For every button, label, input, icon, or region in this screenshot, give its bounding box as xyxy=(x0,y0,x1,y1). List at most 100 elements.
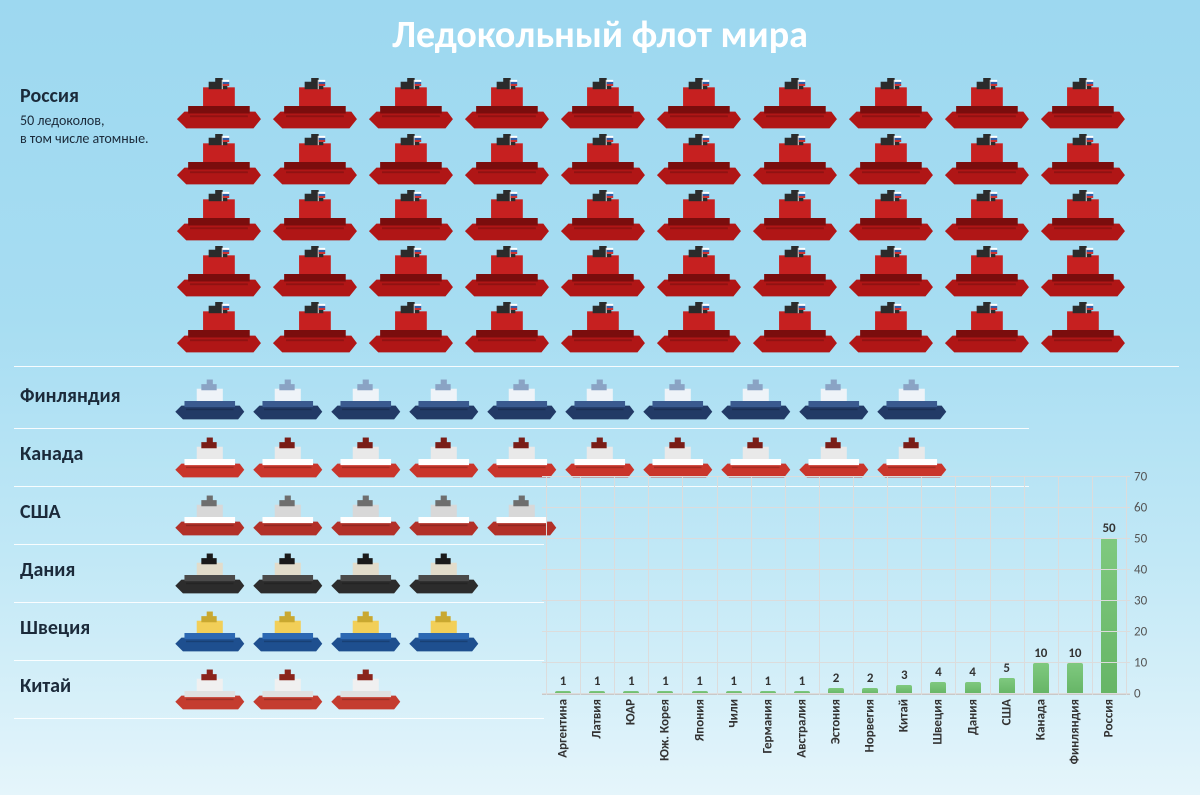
chart-y-tick: 70 xyxy=(1134,470,1162,485)
ship-icon xyxy=(638,378,716,424)
ship-icon xyxy=(326,668,404,714)
ship-icon xyxy=(842,302,938,358)
country-subtitle: 50 ледоколов,в том числе атомные. xyxy=(20,112,170,147)
ship-icon xyxy=(554,246,650,302)
chart-vline xyxy=(785,477,786,695)
ship-icon xyxy=(404,610,482,656)
chart-y-tick: 60 xyxy=(1134,501,1162,516)
chart-gridline xyxy=(542,631,1130,632)
ship-icon xyxy=(404,378,482,424)
chart-bar-value: 1 xyxy=(662,674,669,689)
chart-bar-value: 5 xyxy=(1003,661,1010,676)
chart-bar-value: 2 xyxy=(867,671,874,686)
ship-icon xyxy=(650,134,746,190)
ship-icon xyxy=(170,378,248,424)
chart-vline xyxy=(921,477,922,695)
ship-icon xyxy=(458,190,554,246)
country-name: Россия xyxy=(20,84,170,108)
ship-icon xyxy=(938,246,1034,302)
ship-icon xyxy=(1034,302,1130,358)
country-label-block: Китай xyxy=(20,668,170,698)
row-divider xyxy=(14,428,1029,429)
chart-x-label: Эстония xyxy=(819,695,853,777)
chart-bar xyxy=(1067,663,1083,694)
ship-icon xyxy=(554,134,650,190)
chart-vline xyxy=(614,477,615,695)
country-label-block: Канада xyxy=(20,436,170,466)
chart-bar xyxy=(999,678,1015,694)
chart-x-label: Германия xyxy=(751,695,785,777)
chart-x-label: ЮАР xyxy=(614,695,648,777)
country-row-finland: Финляндия xyxy=(20,378,990,424)
chart-bar xyxy=(1101,538,1117,694)
ship-icon xyxy=(326,378,404,424)
row-divider xyxy=(14,544,544,545)
ship-icon xyxy=(404,494,482,540)
ship-icon xyxy=(404,552,482,598)
chart-bar-value: 1 xyxy=(730,674,737,689)
chart-vline xyxy=(887,477,888,695)
ship-icon xyxy=(938,302,1034,358)
ship-icon xyxy=(842,190,938,246)
chart-bar-value: 1 xyxy=(696,674,703,689)
ship-icon xyxy=(362,78,458,134)
chart-bar-value: 4 xyxy=(969,665,976,680)
ship-icon xyxy=(650,246,746,302)
ship-icon xyxy=(170,552,248,598)
chart-x-label: Латвия xyxy=(580,695,614,777)
ship-icon xyxy=(362,246,458,302)
chart-x-label: Канада xyxy=(1024,695,1058,777)
ship-icon xyxy=(266,246,362,302)
ship-icon xyxy=(248,494,326,540)
chart-x-label: Россия xyxy=(1092,695,1126,777)
chart-gridline xyxy=(542,538,1130,539)
chart-vline xyxy=(751,477,752,695)
ship-icon xyxy=(248,436,326,482)
chart-vline xyxy=(853,477,854,695)
chart-y-tick: 30 xyxy=(1134,594,1162,609)
country-name: Дания xyxy=(20,558,170,582)
chart-x-labels: АргентинаЛатвияЮАРЮж. КореяЯпонияЧилиГер… xyxy=(546,695,1126,777)
ship-icon xyxy=(554,302,650,358)
chart-bar-value: 10 xyxy=(1034,646,1047,661)
chart-y-tick: 20 xyxy=(1134,625,1162,640)
chart-x-label: Швеция xyxy=(921,695,955,777)
ship-icon xyxy=(746,190,842,246)
country-label-block: США xyxy=(20,494,170,524)
chart-x-label: Финляндия xyxy=(1058,695,1092,777)
chart-gridline xyxy=(542,693,1130,694)
chart-bar-value: 1 xyxy=(560,674,567,689)
chart-vline xyxy=(682,477,683,695)
chart-vline xyxy=(1024,477,1025,695)
ship-icon xyxy=(404,436,482,482)
ship-icon xyxy=(170,78,266,134)
ship-icon xyxy=(170,494,248,540)
country-name: Финляндия xyxy=(20,384,170,408)
chart-bar-value: 4 xyxy=(935,665,942,680)
chart-y-tick: 50 xyxy=(1134,532,1162,547)
chart-gridline xyxy=(542,569,1130,570)
ship-icon xyxy=(170,134,266,190)
ship-icon xyxy=(326,552,404,598)
chart-x-label: Норвегия xyxy=(853,695,887,777)
ship-icon xyxy=(266,302,362,358)
chart-gridline xyxy=(542,662,1130,663)
ship-icon xyxy=(650,190,746,246)
chart-x-label: Дания xyxy=(956,695,990,777)
row-divider xyxy=(14,366,1179,367)
chart-vline xyxy=(955,477,956,695)
chart-y-tick: 0 xyxy=(1134,687,1162,702)
ship-icon xyxy=(560,378,638,424)
chart-x-label: Аргентина xyxy=(546,695,580,777)
ship-icon xyxy=(746,246,842,302)
ship-icon xyxy=(1034,78,1130,134)
country-name: Канада xyxy=(20,442,170,466)
ship-icon xyxy=(248,610,326,656)
chart-vline xyxy=(580,477,581,695)
ship-icon xyxy=(872,378,950,424)
ship-icon xyxy=(746,302,842,358)
chart-bar-value: 10 xyxy=(1068,646,1081,661)
country-label-block: Россия 50 ледоколов,в том числе атомные. xyxy=(20,78,170,147)
ship-icon xyxy=(248,668,326,714)
ship-icon xyxy=(362,190,458,246)
